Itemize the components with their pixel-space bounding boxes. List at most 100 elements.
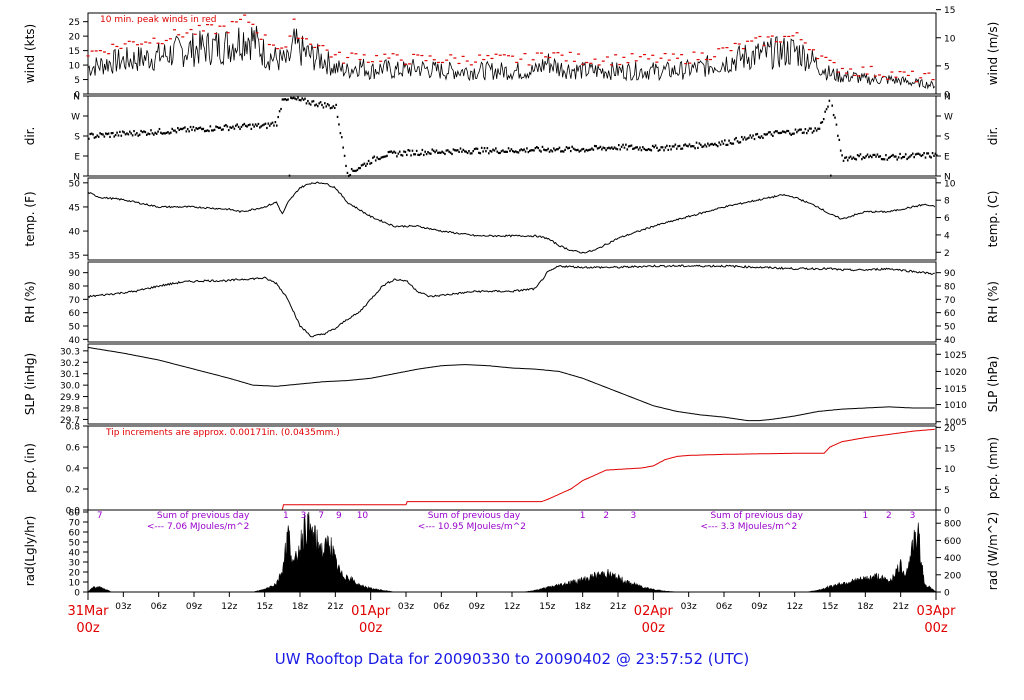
dir-point bbox=[99, 132, 101, 135]
dir-point bbox=[909, 155, 911, 158]
dir-point bbox=[198, 126, 200, 130]
dir-point bbox=[236, 123, 238, 126]
dir-point bbox=[121, 130, 124, 133]
time-tick-label: 21z bbox=[327, 602, 343, 612]
dir-point bbox=[849, 155, 852, 158]
day-label-time: 00z bbox=[924, 621, 948, 636]
time-tick-label: 06z bbox=[716, 602, 732, 612]
rh-right-tick-label: 60 bbox=[944, 309, 956, 319]
dir-point bbox=[859, 153, 862, 156]
slp-left-tick-label: 30.0 bbox=[60, 382, 80, 392]
dir-point bbox=[756, 132, 759, 136]
dir-point bbox=[298, 98, 301, 102]
dir-point bbox=[627, 145, 630, 148]
dir-point bbox=[356, 168, 359, 172]
dir-point bbox=[301, 97, 304, 100]
dir-point bbox=[772, 134, 774, 137]
dir-point bbox=[421, 148, 424, 152]
dir-point bbox=[424, 150, 426, 153]
dir-point bbox=[117, 134, 120, 137]
wind-peak-markers bbox=[86, 14, 935, 83]
slp-right-tick-label: 1010 bbox=[944, 401, 967, 411]
dir-point bbox=[119, 130, 121, 133]
dir-point bbox=[240, 125, 243, 128]
dir-point bbox=[736, 140, 739, 143]
dir-right-tick-label: N bbox=[944, 173, 951, 183]
rad-sum-text: <--- 3.3 MJoules/m^2 bbox=[700, 522, 797, 532]
panel-pcp: 0.0 0.2 0.4 0.6 0.8 0 5 10 15 20 pcp. (in) pcp. (mm… bbox=[23, 423, 1000, 517]
dir-point bbox=[675, 147, 678, 150]
dir-point bbox=[639, 146, 641, 149]
dir-point bbox=[110, 132, 113, 135]
rh-left-tick-label: 60 bbox=[69, 309, 81, 319]
dir-point bbox=[155, 132, 158, 135]
rh-left-tick-label: 80 bbox=[69, 283, 81, 293]
dir-point bbox=[345, 164, 347, 168]
dir-point bbox=[329, 107, 332, 110]
dir-point bbox=[496, 150, 499, 153]
dir-point bbox=[177, 126, 179, 130]
dir-point bbox=[694, 147, 696, 150]
dir-point bbox=[646, 148, 648, 152]
dir-point bbox=[374, 159, 377, 162]
panel-slp: 29.729.8 29.930.0 30.130.2 30.3 1005 1010 1015… bbox=[23, 343, 1000, 428]
dir-point bbox=[615, 147, 617, 150]
dir-right-tick-label: S bbox=[944, 133, 950, 143]
dir-point bbox=[776, 130, 778, 133]
dir-point bbox=[120, 134, 123, 137]
dir-point bbox=[824, 110, 826, 113]
dir-points bbox=[88, 96, 938, 178]
dir-point bbox=[911, 152, 914, 155]
dir-point bbox=[128, 130, 131, 133]
dir-point bbox=[822, 117, 825, 121]
dir-point bbox=[876, 153, 879, 156]
dir-point bbox=[471, 152, 473, 155]
dir-point bbox=[626, 148, 629, 151]
dir-point bbox=[175, 131, 178, 134]
dir-point bbox=[914, 153, 917, 156]
dir-point bbox=[534, 146, 537, 150]
dir-point bbox=[630, 144, 633, 147]
pcp-right-tick-label: 10 bbox=[944, 465, 956, 475]
time-tick-label: 12z bbox=[504, 602, 520, 612]
dir-point bbox=[740, 135, 743, 139]
dir-point bbox=[174, 129, 176, 132]
dir-point bbox=[608, 146, 610, 149]
dir-point bbox=[232, 125, 234, 128]
dir-point bbox=[167, 131, 169, 134]
wind-left-tick-label: 25 bbox=[69, 18, 80, 28]
dir-point bbox=[907, 156, 910, 159]
dir-point bbox=[425, 152, 428, 156]
dir-point bbox=[251, 123, 254, 126]
dir-point bbox=[451, 152, 453, 156]
dir-point bbox=[93, 136, 96, 139]
dir-point bbox=[924, 156, 927, 159]
slp-left-tick-label: 30.2 bbox=[60, 359, 80, 369]
dir-point bbox=[283, 98, 285, 101]
dir-point bbox=[524, 150, 527, 153]
dir-point bbox=[879, 155, 882, 158]
dir-point bbox=[512, 149, 514, 153]
dir-point bbox=[774, 130, 777, 133]
dir-point bbox=[921, 154, 924, 157]
dir-point bbox=[463, 150, 466, 153]
dir-point bbox=[264, 122, 267, 125]
dir-point bbox=[408, 149, 411, 152]
dir-point bbox=[250, 127, 253, 131]
dir-point bbox=[724, 139, 726, 142]
dir-point bbox=[830, 174, 832, 177]
dir-point bbox=[650, 149, 653, 152]
dir-point bbox=[702, 145, 705, 148]
dir-point bbox=[728, 139, 730, 142]
rad-left-tick-label: 60 bbox=[69, 529, 81, 539]
dir-point bbox=[322, 106, 325, 109]
dir-point bbox=[396, 155, 398, 158]
rad-right-tick-label: 200 bbox=[944, 571, 961, 581]
dir-point bbox=[203, 130, 206, 133]
dir-point bbox=[184, 126, 186, 129]
dir-point bbox=[314, 104, 316, 107]
dir-point bbox=[441, 150, 443, 153]
slp-left-tick-label: 29.7 bbox=[60, 416, 80, 426]
dir-point bbox=[428, 152, 431, 155]
dir-point bbox=[838, 138, 841, 141]
